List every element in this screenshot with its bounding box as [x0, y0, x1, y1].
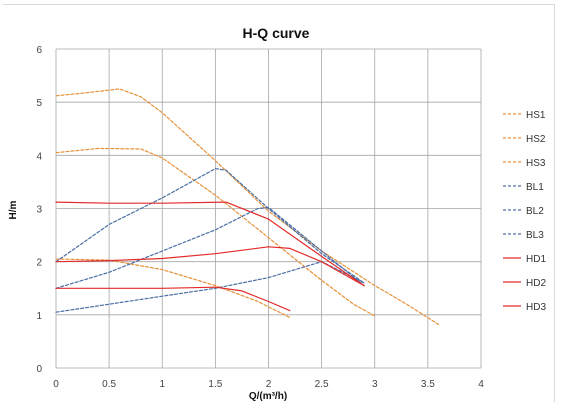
x-tick-label: 3 — [372, 379, 378, 390]
y-tick-label: 1 — [36, 311, 42, 322]
legend-label-hd1: HD1 — [526, 254, 546, 265]
series-line-hs1 — [56, 89, 439, 325]
legend-label-bl3: BL3 — [526, 230, 544, 241]
series-line-bl3 — [56, 169, 364, 283]
x-axis-label: Q/(m³/h) — [249, 391, 287, 402]
legend-label-hs3: HS3 — [526, 158, 546, 169]
chart-title: H-Q curve — [243, 25, 310, 41]
y-tick-label: 6 — [36, 45, 42, 56]
x-tick-label: 4 — [478, 379, 484, 390]
tick-labels: 0 0.5 1 1.5 2 2.5 3 3.5 4 0 1 2 3 4 5 6 — [36, 45, 484, 390]
x-tick-label: 2.5 — [315, 379, 329, 390]
legend-label-bl2: BL2 — [526, 206, 544, 217]
y-tick-label: 4 — [36, 151, 42, 162]
x-tick-label: 2 — [266, 379, 272, 390]
y-tick-label: 0 — [36, 364, 42, 375]
series-line-hd1 — [56, 202, 364, 286]
x-tick-label: 0.5 — [102, 379, 116, 390]
series-line-bl2 — [56, 207, 364, 288]
legend-label-hs1: HS1 — [526, 110, 546, 121]
y-tick-label: 3 — [36, 205, 42, 216]
y-axis-label: H/m — [8, 200, 19, 219]
legend-label-bl1: BL1 — [526, 182, 544, 193]
y-tick-label: 2 — [36, 258, 42, 269]
series-lines — [56, 89, 439, 325]
y-tick-label: 5 — [36, 98, 42, 109]
x-tick-label: 1.5 — [208, 379, 222, 390]
legend-label-hs2: HS2 — [526, 134, 546, 145]
x-tick-label: 1 — [159, 379, 165, 390]
series-line-hd2 — [56, 247, 364, 286]
legend-label-hd3: HD3 — [526, 302, 546, 313]
x-tick-label: 3.5 — [421, 379, 435, 390]
legend: HS1 HS2 HS3 BL1 BL2 BL3 HD1 HD2 HD3 — [503, 110, 546, 313]
legend-label-hd2: HD2 — [526, 278, 546, 289]
x-tick-label: 0 — [53, 379, 59, 390]
